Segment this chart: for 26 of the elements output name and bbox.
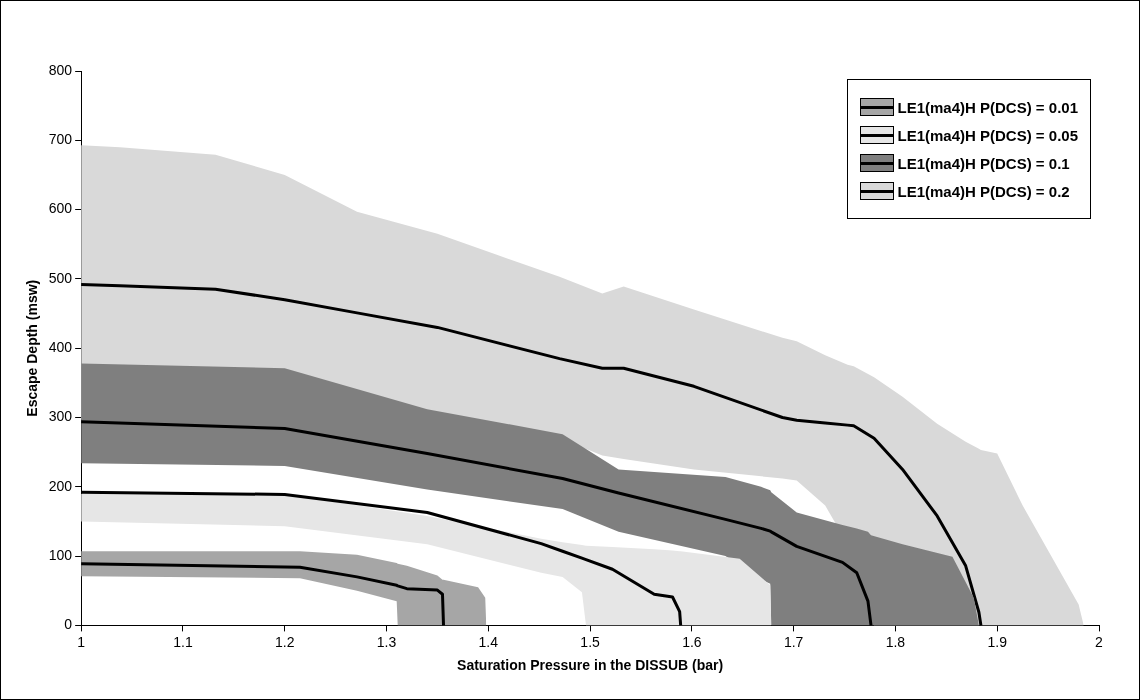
y-tick-label: 100: [48, 546, 73, 563]
x-axis-title: Saturation Pressure in the DISSUB (bar): [457, 657, 724, 674]
y-tick-label: 600: [48, 200, 73, 217]
x-tick-label: 1.3: [376, 633, 397, 650]
legend-label: LE1(ma4)H P(DCS) = 0.1: [897, 154, 1070, 172]
y-tick-label: 800: [48, 61, 73, 78]
x-tick-label: 1.9: [987, 633, 1008, 650]
x-tick-label: 1.7: [783, 633, 804, 650]
x-tick-label: 1.1: [173, 633, 193, 650]
y-tick-label: 200: [48, 477, 73, 494]
y-tick-label: 0: [64, 616, 73, 633]
legend-label: LE1(ma4)H P(DCS) = 0.2: [897, 182, 1070, 200]
y-tick-label: 400: [48, 339, 73, 356]
legend-label: LE1(ma4)H P(DCS) = 0.05: [897, 126, 1078, 144]
x-tick-label: 1.5: [580, 633, 601, 650]
x-tick-label: 1: [77, 633, 86, 650]
x-tick-label: 1.6: [682, 633, 702, 650]
y-tick-label: 700: [48, 131, 73, 148]
x-tick-label: 2: [1095, 633, 1104, 650]
legend-label: LE1(ma4)H P(DCS) = 0.01: [897, 98, 1078, 116]
x-tick-label: 1.8: [885, 633, 906, 650]
y-tick-label: 500: [48, 269, 73, 286]
x-tick-label: 1.4: [478, 633, 499, 650]
x-tick-label: 1.2: [274, 633, 295, 650]
y-axis-title: Escape Depth (msw): [24, 279, 41, 417]
y-tick-label: 300: [48, 408, 73, 425]
